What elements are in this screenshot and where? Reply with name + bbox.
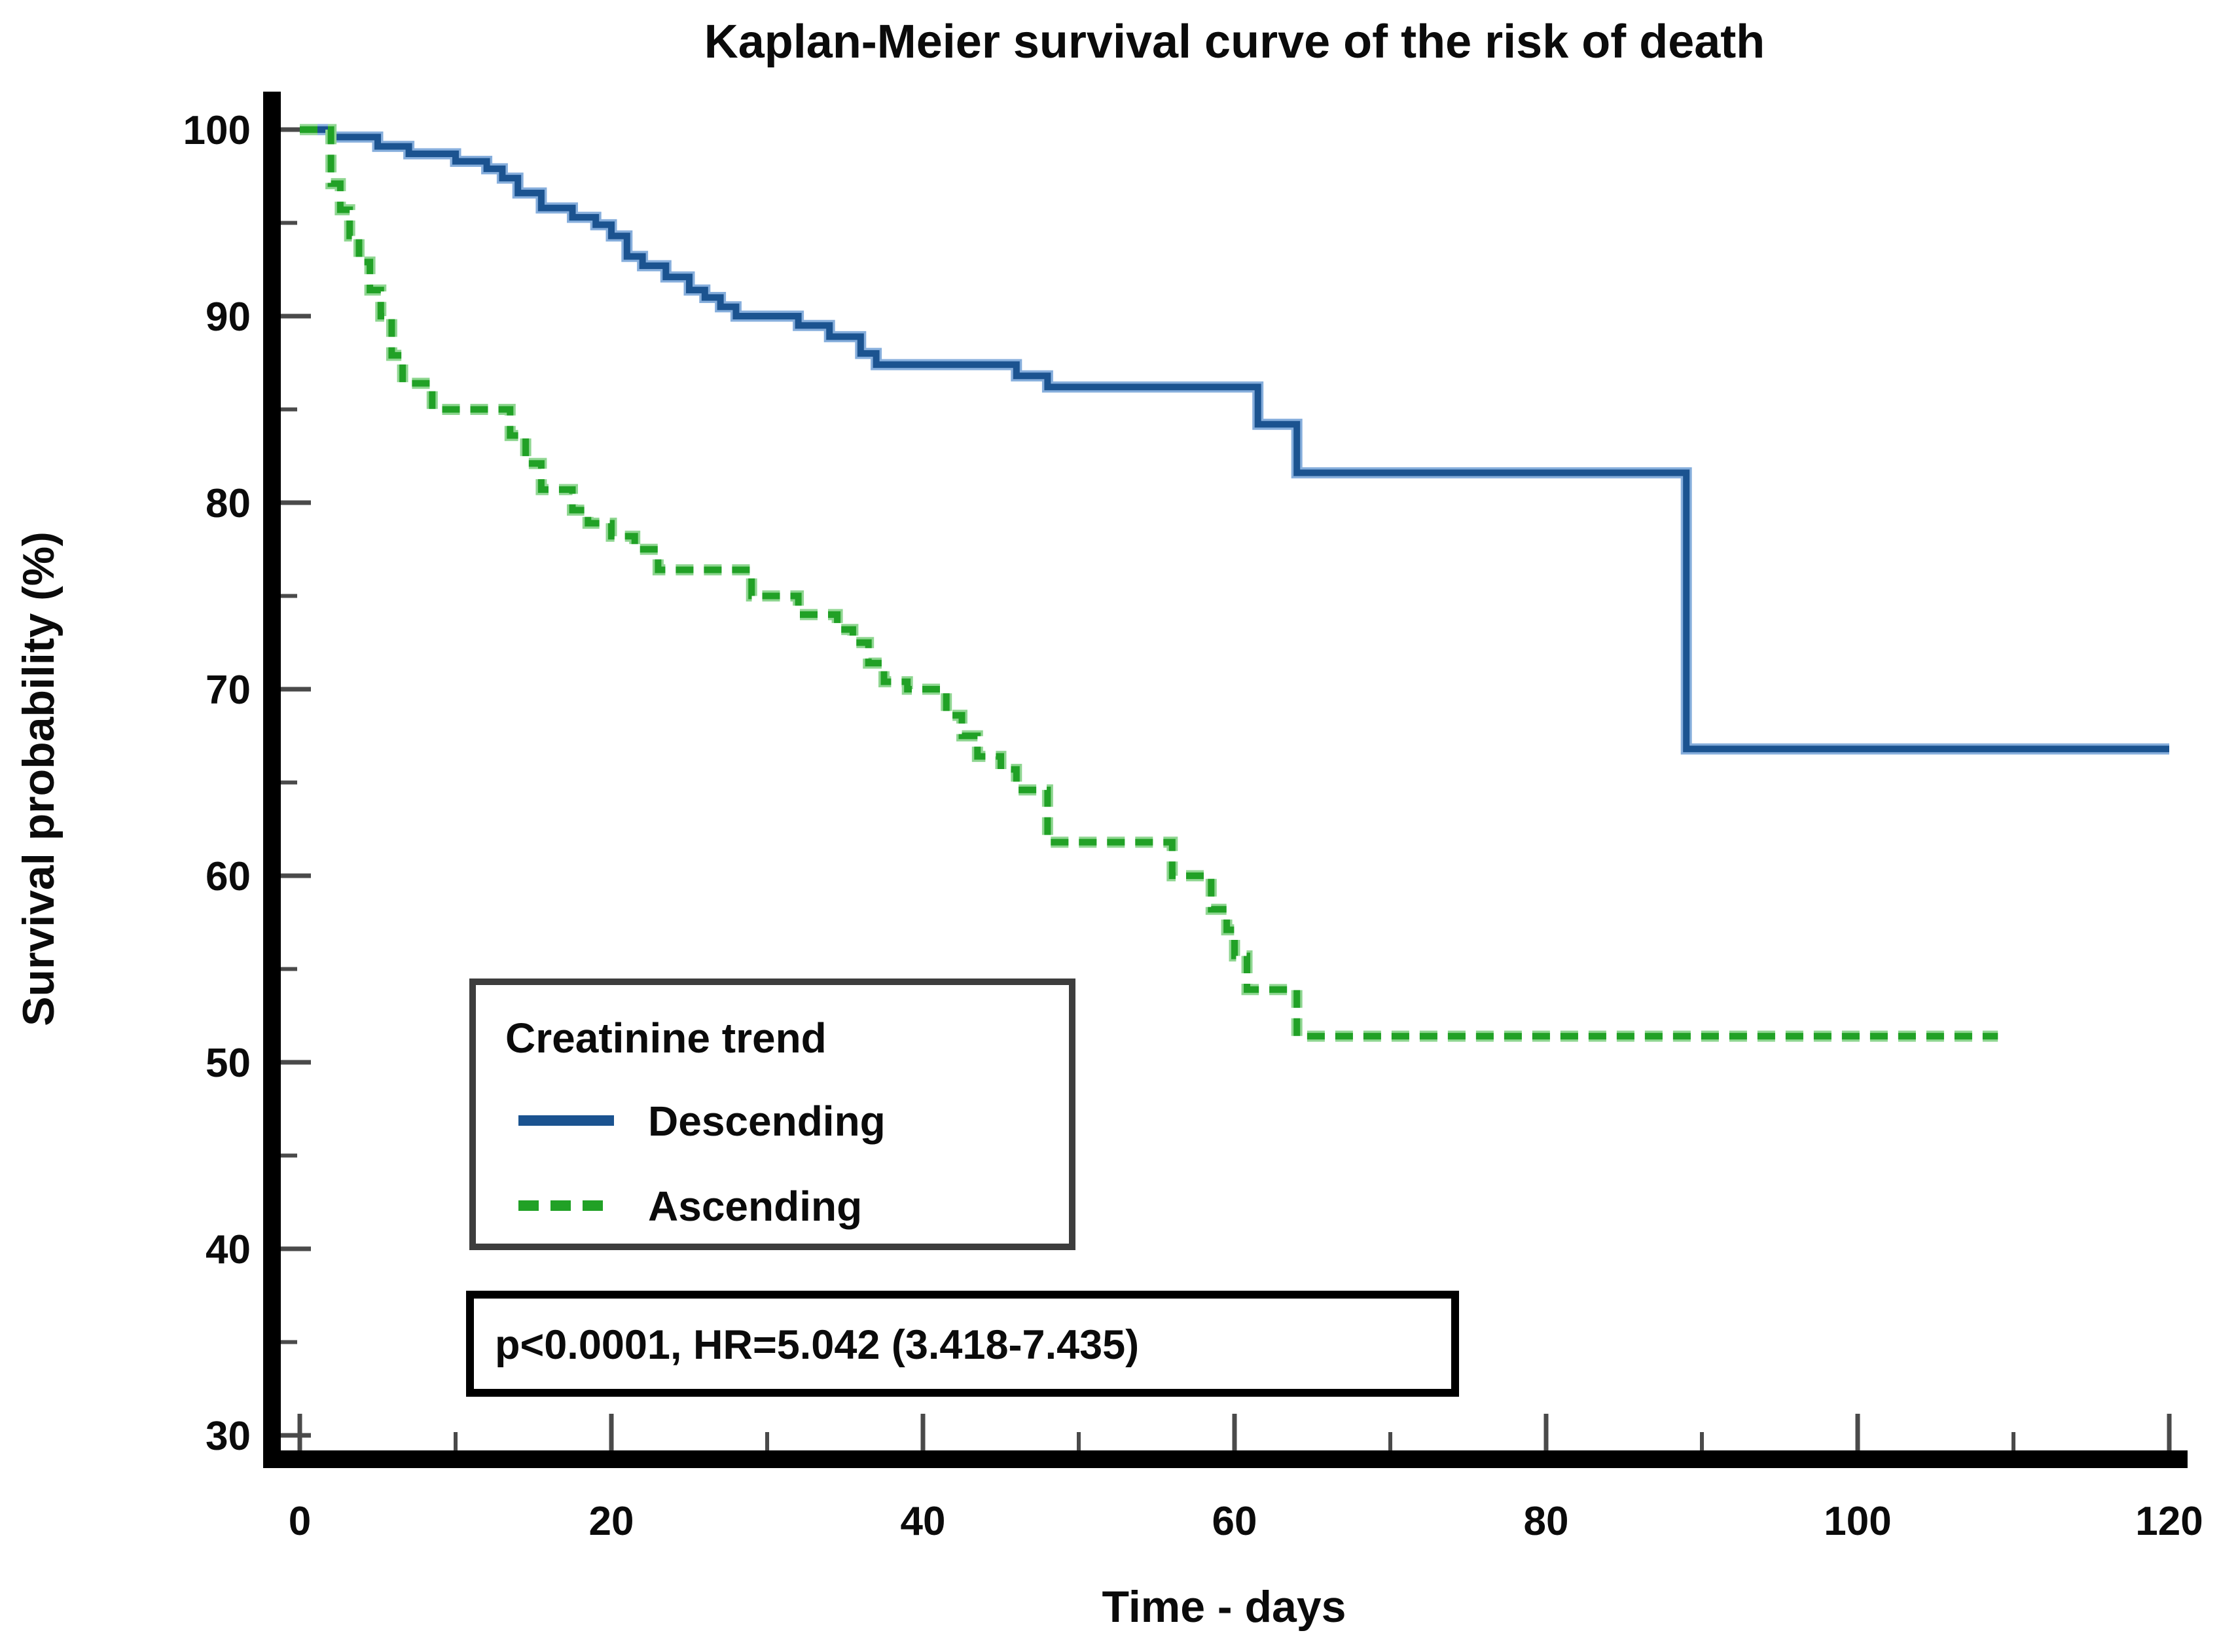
legend-box [469,979,1075,1250]
stats-box-border [466,1291,1459,1397]
y-tick-label: 90 [206,295,251,340]
y-axis-label: Survival probability (%) [14,531,63,1026]
ascending-curve-halo [300,124,1998,1042]
legend-item-label: Descending [648,1098,886,1145]
y-tick-label: 30 [206,1414,251,1459]
y-tick-label: 40 [206,1227,251,1272]
y-tick-label: 70 [206,668,251,713]
y-tick-label: 50 [206,1041,251,1086]
legend: Creatinine trend Descending Ascending [469,979,1075,1250]
x-tick-label: 80 [1524,1499,1569,1544]
stats-text: p<0.0001, HR=5.042 (3.418-7.435) [495,1322,1139,1368]
plot-area: 100 90 80 70 60 50 40 30 0 20 40 60 80 100 120 [183,108,2203,1544]
x-tick-label: 120 [2135,1499,2203,1544]
y-tick-label: 60 [206,854,251,899]
y-axis-line [263,92,281,1468]
x-tick-label: 100 [1824,1499,1891,1544]
x-tick-label: 0 [289,1499,311,1544]
legend-item-ascending: Ascending [518,1183,862,1230]
descending-curve-halo [300,124,2169,755]
x-axis-line [263,1450,2188,1468]
x-tick-label: 60 [1212,1499,1257,1544]
y-tick-label: 80 [206,481,251,526]
x-axis-label: Time - days [1102,1582,1346,1632]
legend-title: Creatinine trend [505,1015,827,1062]
stats-box: p<0.0001, HR=5.042 (3.418-7.435) [466,1291,1459,1397]
descending-curve [300,126,2169,753]
y-tick-label: 100 [183,108,251,153]
legend-item-descending: Descending [518,1098,886,1145]
legend-item-label: Ascending [648,1183,862,1230]
x-tick-label: 40 [901,1499,946,1544]
x-tick-label: 20 [589,1499,634,1544]
ascending-curve [300,126,1998,1040]
chart-title: Kaplan-Meier survival curve of the risk … [704,16,1765,68]
